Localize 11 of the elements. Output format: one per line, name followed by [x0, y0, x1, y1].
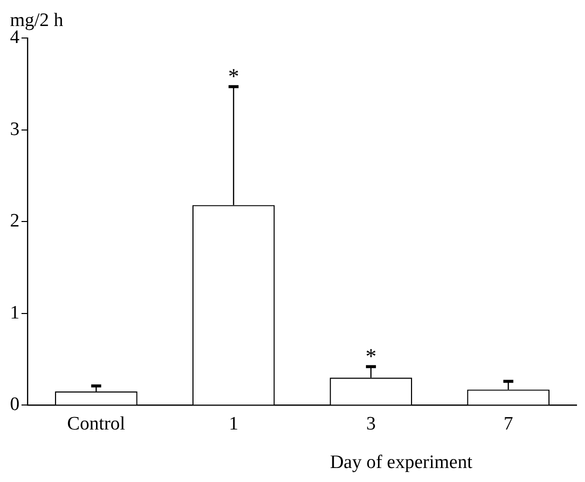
y-tick-label: 2 [10, 210, 20, 232]
y-tick-label: 3 [10, 118, 20, 140]
x-tick-label: 7 [504, 414, 514, 435]
x-tick-label: 1 [228, 414, 238, 435]
annotation: * [365, 344, 376, 369]
x-tick-label: 3 [366, 414, 376, 435]
x-axis-title: Day of experiment [330, 452, 474, 473]
x-tick-label: Control [67, 414, 126, 435]
annotation: * [228, 64, 240, 89]
y-tick-label: 1 [10, 302, 20, 324]
y-tick-label: 0 [10, 394, 20, 416]
